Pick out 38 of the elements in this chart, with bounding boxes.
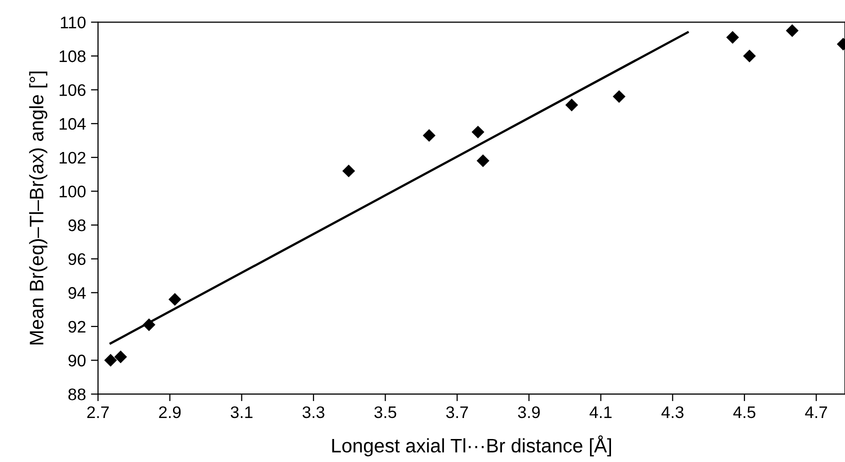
y-tick-label: 94 [68,287,86,299]
y-tick-label: 104 [60,118,86,130]
x-tick-label: 3.7 [446,406,468,418]
x-tick-label: 3.3 [302,406,324,418]
x-tick-label: 4.7 [805,406,828,418]
y-tick-label: 100 [60,186,86,198]
y-tick-label: 98 [68,219,86,232]
point [743,50,756,62]
x-axis-title: Longest axial Tl···Br distance [Å] [332,435,611,456]
y-tick-label: 88 [68,388,86,400]
point [726,31,739,44]
x-tick-label: 3.9 [518,406,540,418]
point [565,98,578,112]
x-tick-label: 3.5 [374,406,396,418]
y-axis-title: Mean Br(eq)–Tl–Br(ax) angle [°] [29,72,48,344]
y-tick-label: 102 [60,152,86,164]
point [422,129,436,142]
y-tick-label: 92 [68,320,86,333]
y-tick-label: 108 [60,50,86,62]
x-tick-label: 2.9 [159,406,181,418]
point [114,350,128,364]
point [168,293,182,306]
point [786,24,799,37]
y-tick-label: 110 [60,16,86,28]
x-tick-label: 4.1 [590,406,612,418]
x-tick-label: 2.7 [87,406,109,418]
x-tick-label: 3.1 [230,406,252,418]
y-tick-label: 96 [68,253,86,266]
point [342,164,356,178]
point [142,318,156,332]
point [104,354,117,367]
point [612,90,626,103]
x-tick-label: 4.3 [661,406,684,418]
y-tick-label: 90 [68,354,86,366]
point [476,154,490,168]
x-tick-label: 4.5 [733,406,756,418]
point [472,126,484,138]
y-tick-label: 106 [60,84,86,96]
